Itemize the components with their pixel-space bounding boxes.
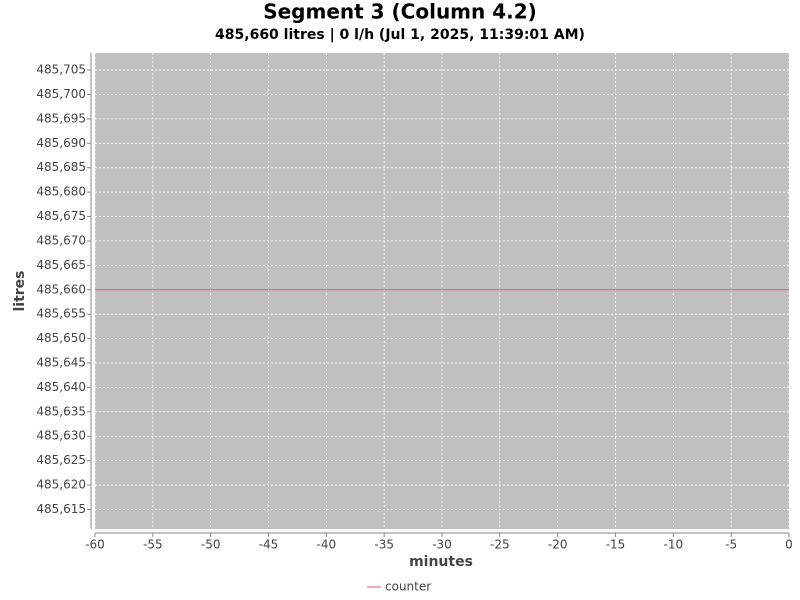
x-tick-label: -45	[259, 538, 279, 552]
x-tick-label: -60	[85, 538, 105, 552]
x-tick-label: -30	[432, 538, 452, 552]
x-tick-label: -55	[143, 538, 163, 552]
y-tick-label: 485,650	[36, 331, 86, 345]
x-tick-label: -25	[490, 538, 510, 552]
y-tick-label: 485,620	[36, 478, 86, 492]
y-tick-label: 485,625	[36, 453, 86, 467]
legend-label: counter	[385, 580, 431, 594]
x-tick-label: -10	[664, 538, 684, 552]
y-tick-label: 485,675	[36, 209, 86, 223]
y-tick-label: 485,645	[36, 356, 86, 370]
y-tick-label: 485,630	[36, 429, 86, 443]
y-tick-label: 485,665	[36, 258, 86, 272]
chart-title: Segment 3 (Column 4.2)	[263, 0, 537, 24]
y-tick-label: 485,670	[36, 233, 86, 247]
y-tick-label: 485,615	[36, 502, 86, 516]
y-tick-label: 485,705	[36, 63, 86, 77]
x-tick-label: -35	[374, 538, 394, 552]
x-tick-label: 0	[785, 538, 793, 552]
y-tick-label: 485,695	[36, 111, 86, 125]
y-tick-label: 485,640	[36, 380, 86, 394]
y-tick-label: 485,660	[36, 282, 86, 296]
x-tick-label: -15	[606, 538, 626, 552]
chart-subtitle: 485,660 litres | 0 l/h (Jul 1, 2025, 11:…	[215, 27, 585, 43]
y-tick-label: 485,655	[36, 307, 86, 321]
y-tick-label: 485,690	[36, 136, 86, 150]
x-tick-label: -50	[201, 538, 221, 552]
x-axis-label: minutes	[409, 554, 473, 570]
y-axis-label: litres	[12, 270, 28, 311]
x-tick-label: -5	[725, 538, 737, 552]
y-tick-label: 485,635	[36, 404, 86, 418]
x-tick-label: -40	[317, 538, 337, 552]
y-tick-label: 485,685	[36, 160, 86, 174]
y-tick-label: 485,680	[36, 185, 86, 199]
y-tick-label: 485,700	[36, 87, 86, 101]
x-tick-label: -20	[548, 538, 568, 552]
